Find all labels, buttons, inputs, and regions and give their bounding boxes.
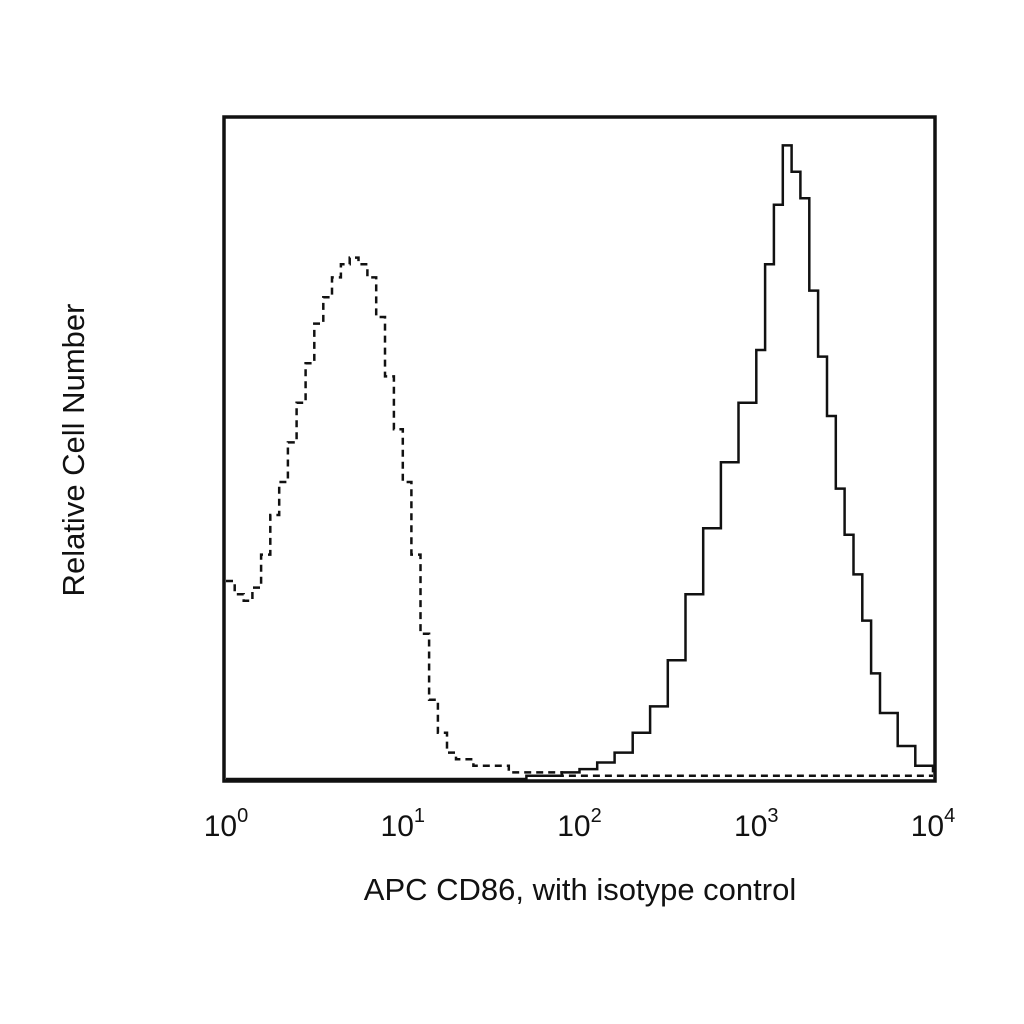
x-tick-label: 104	[911, 805, 956, 843]
series-line-apc-cd86	[226, 144, 935, 781]
series-layer	[226, 144, 935, 781]
x-tick-labels: 100 101 102 103 104	[204, 805, 956, 843]
y-axis-title: Relative Cell Number	[56, 304, 91, 597]
plot-frame	[222, 115, 937, 783]
x-tick-label: 100	[204, 805, 249, 843]
x-tick-label: 101	[381, 805, 426, 843]
x-tick-label: 103	[734, 805, 779, 843]
series-line-isotype-control	[226, 256, 933, 777]
x-axis-title: APC CD86, with isotype control	[364, 872, 796, 907]
x-tick-label: 102	[557, 805, 602, 843]
